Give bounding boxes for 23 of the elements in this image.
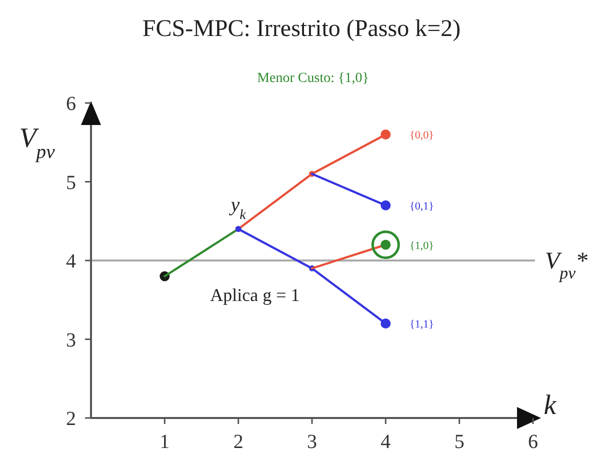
x-tick-label: 5 <box>454 431 464 453</box>
chart-title: FCS-MPC: Irrestrito (Passo k=2) <box>142 16 461 42</box>
y-tick-label: 2 <box>66 408 76 430</box>
series-label: {1,1} <box>410 318 434 330</box>
point <box>380 200 391 210</box>
y-tick-label: 4 <box>66 250 76 272</box>
x-axis-title: k <box>544 390 557 421</box>
x-tick-label: 3 <box>307 431 317 453</box>
y-tick-label: 5 <box>66 172 76 194</box>
chart-subtitle: Menor Custo: {1,0} <box>257 71 369 86</box>
y-axis-title: V$_{pv}$ <box>19 123 56 162</box>
y-tick-label: 6 <box>66 93 76 115</box>
y-tick-label: 3 <box>66 329 76 352</box>
x-tick-label: 6 <box>528 431 538 453</box>
annotation: y$_{k}$ <box>228 194 247 222</box>
x-tick-label: 4 <box>380 431 391 453</box>
x-tick-label: 2 <box>233 431 244 453</box>
series-label: {1,0} <box>410 240 434 252</box>
ref-line-label: V$_{pv}$* <box>545 248 588 282</box>
x-tick-label: 1 <box>160 431 170 453</box>
series-label: {0,1} <box>410 200 434 212</box>
series-label: {0,0} <box>410 130 434 142</box>
annotation: Aplica g = 1 <box>210 285 300 305</box>
